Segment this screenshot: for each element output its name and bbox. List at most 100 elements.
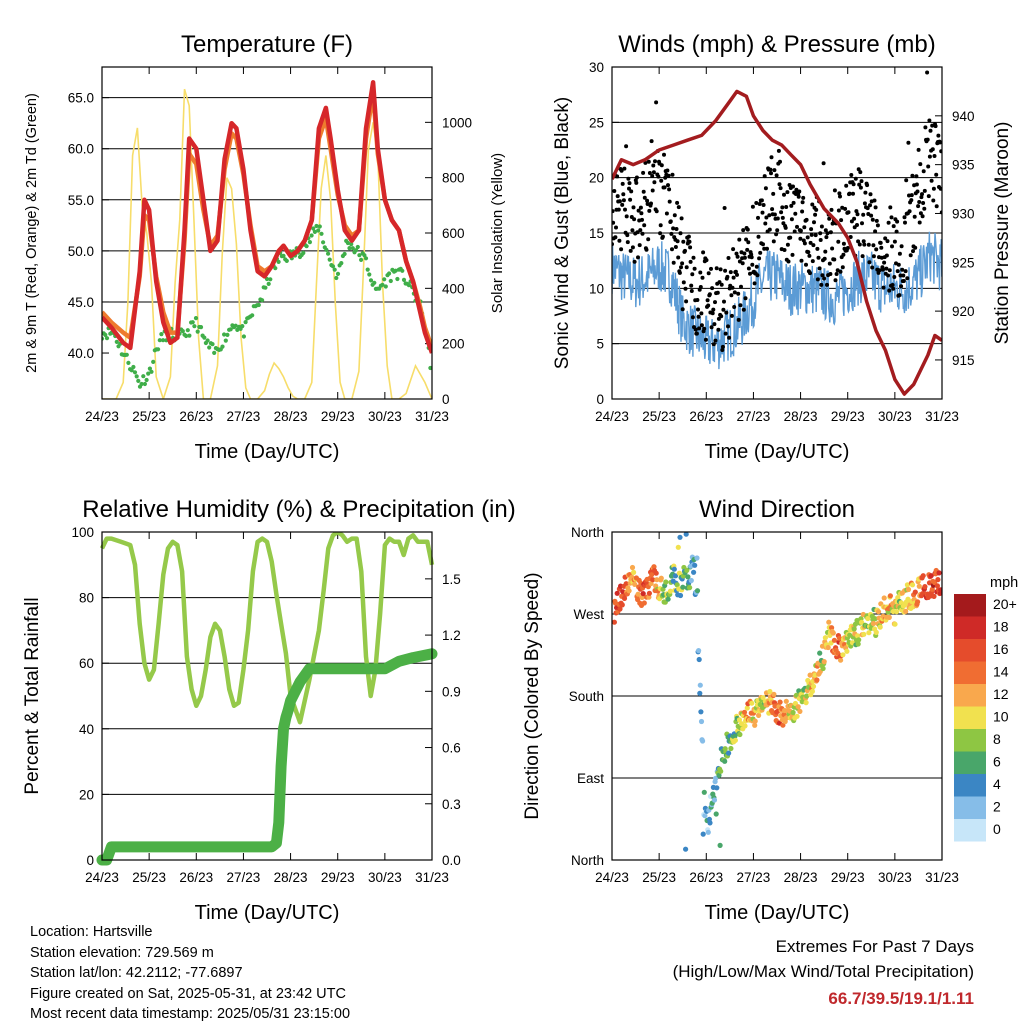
dewpoint-point (400, 268, 405, 273)
gust-point (785, 190, 790, 195)
direction-point (807, 672, 813, 678)
gust-point (768, 167, 773, 172)
gust-point (762, 246, 767, 251)
dewpoint-point (363, 256, 369, 261)
dewpoint-point (210, 342, 215, 347)
gust-point (838, 194, 842, 199)
gust-point (837, 191, 842, 196)
chart-title: Relative Humidity (%) & Precipitation (i… (82, 496, 515, 523)
gust-point (785, 242, 790, 247)
dewpoint-point (273, 266, 278, 271)
gust-point (750, 262, 755, 267)
y-axis-label: 2m & 9m T (Red, Orange) & 2m Td (Green) (24, 93, 40, 373)
gust-point (732, 305, 737, 309)
gust-point (807, 253, 812, 258)
series-dewpoint (102, 223, 432, 389)
dewpoint-point (406, 283, 411, 288)
series-solar-line (102, 88, 432, 399)
gust-point (656, 174, 661, 179)
gust-point (845, 246, 850, 250)
gust-point (815, 246, 820, 251)
y-tick-label: North (571, 525, 604, 540)
gust-point (727, 335, 732, 340)
direction-point (826, 619, 832, 625)
direction-point (928, 573, 934, 579)
dewpoint-point (159, 332, 164, 337)
gust-point (784, 205, 789, 209)
gust-point (628, 248, 633, 253)
gust-point (918, 162, 923, 167)
gust-point (858, 170, 863, 175)
dewpoint-point (192, 324, 197, 329)
gust-point (767, 227, 772, 232)
direction-point (903, 608, 909, 615)
direction-point (872, 616, 878, 622)
x-tick-label: 31/23 (415, 870, 449, 885)
gust-point (919, 195, 924, 200)
gust-point (828, 272, 833, 276)
gust-point (653, 159, 657, 164)
direction-point (629, 564, 636, 571)
y-tick-label: 0 (596, 392, 604, 407)
y-tick-label: 65.0 (68, 91, 94, 106)
gust-point (733, 269, 738, 274)
direction-point (866, 630, 872, 636)
gust-point (884, 253, 889, 258)
gust-point (691, 255, 696, 260)
direction-point (700, 831, 706, 837)
gust-point (914, 182, 919, 187)
gust-point (666, 183, 670, 188)
direction-point (631, 569, 637, 576)
gust-point (918, 211, 923, 216)
direction-point (685, 574, 691, 580)
x-tick-label: 28/23 (274, 870, 308, 885)
direction-point (621, 595, 628, 602)
gust-point (809, 227, 814, 232)
gust-point (620, 202, 625, 207)
x-tick-label: 29/23 (321, 409, 355, 424)
gust-point (804, 217, 809, 222)
gust-point (612, 209, 615, 214)
gust-point (841, 252, 846, 257)
direction-point (732, 733, 738, 739)
gust-point (703, 337, 708, 342)
direction-point (722, 758, 728, 764)
y-tick-label: 55.0 (68, 193, 94, 208)
direction-point (650, 577, 656, 583)
gust-point (849, 219, 854, 224)
gust-point (904, 178, 909, 183)
direction-point (790, 709, 796, 716)
dewpoint-point (250, 313, 255, 318)
gust-point (802, 241, 807, 246)
x-tick-label: 26/23 (179, 409, 213, 424)
y-right-tick-label: 940 (952, 109, 975, 124)
gust-point (865, 206, 870, 211)
gust-point (892, 275, 897, 279)
gust-point (908, 253, 913, 258)
colorbar-swatch (954, 639, 986, 662)
dewpoint-point (142, 381, 147, 387)
gust-point (791, 184, 795, 189)
gust-point (722, 299, 726, 304)
gust-point (677, 270, 682, 275)
gust-point (821, 161, 826, 166)
dewpoint-point (146, 371, 151, 376)
direction-point (895, 595, 901, 601)
gust-point (683, 248, 687, 253)
dewpoint-point (205, 338, 210, 343)
dewpoint-point (359, 257, 364, 262)
dewpoint-point (317, 224, 322, 229)
gust-point (780, 205, 785, 210)
gust-point (805, 235, 810, 240)
dewpoint-point (134, 374, 139, 379)
gust-point (625, 240, 630, 245)
gust-point (719, 314, 724, 319)
gust-point (810, 202, 815, 207)
gust-point (647, 171, 652, 175)
y-axis-right-label: Station Pressure (Maroon) (992, 122, 1013, 345)
gust-point (897, 251, 902, 256)
gust-point (902, 215, 907, 220)
gust-point (721, 307, 726, 312)
gust-point (681, 280, 686, 285)
gust-point (670, 247, 674, 252)
